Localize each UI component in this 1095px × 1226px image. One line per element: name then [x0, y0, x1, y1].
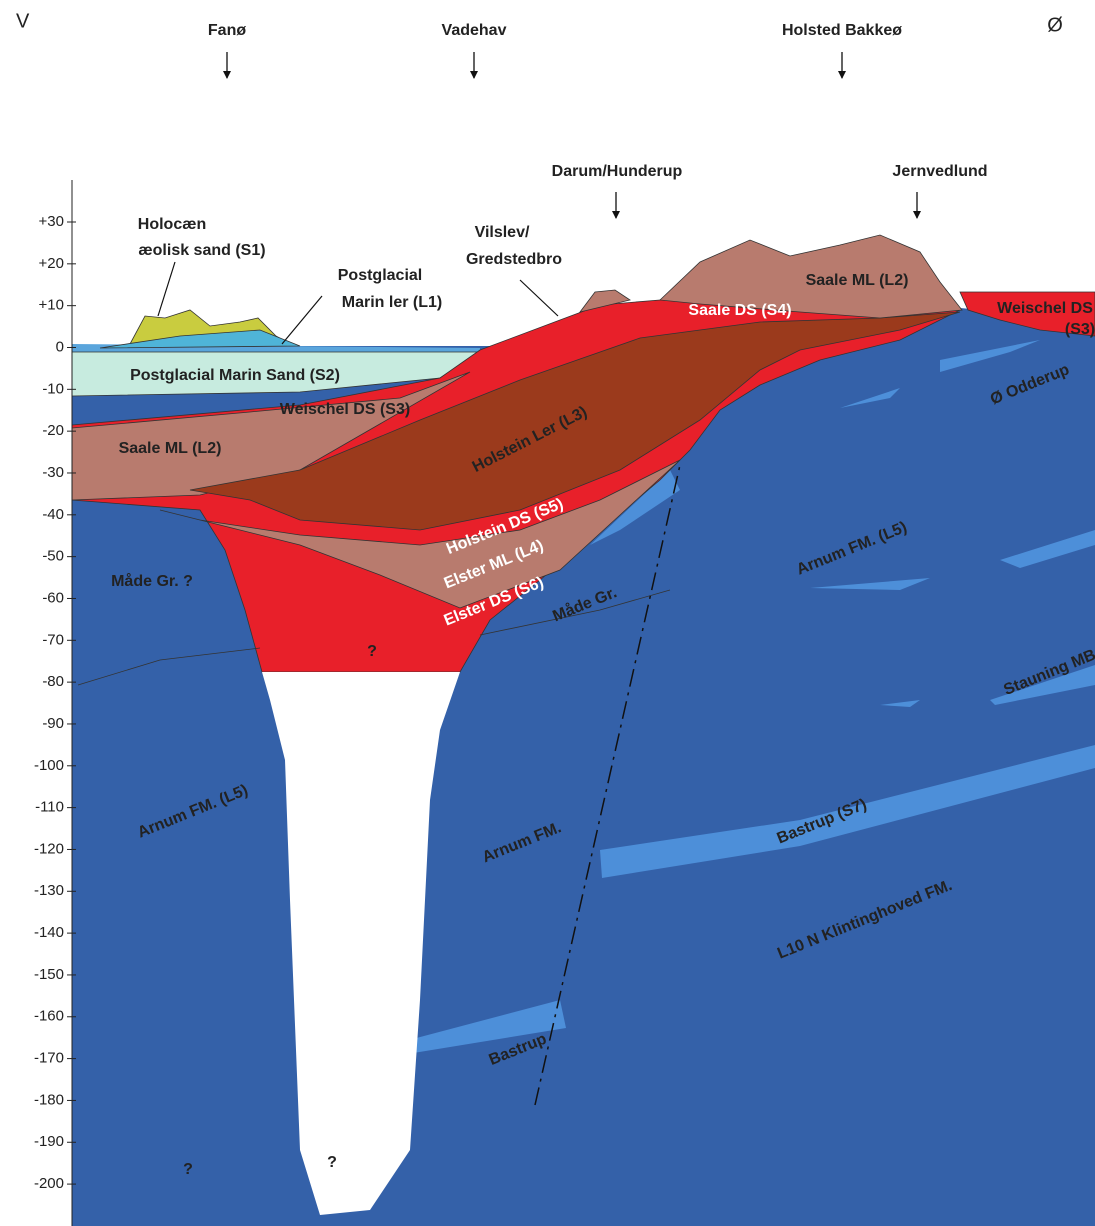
unit-label: Saale ML (L2): [806, 272, 909, 289]
pointer: [519, 279, 559, 317]
unit-label: Vilslev/: [475, 224, 530, 241]
tick-label: -100: [34, 757, 64, 774]
location-label: Vadehav: [442, 22, 507, 39]
saale-ml-knoll: [579, 289, 631, 313]
tick-label: -170: [34, 1050, 64, 1067]
location-label: Darum/Hunderup: [552, 163, 683, 180]
tick-label: -80: [42, 673, 64, 690]
unit-label: Saale ML (L2): [119, 440, 222, 457]
streak: [840, 388, 900, 408]
elster-ml: [159, 459, 681, 609]
arrow-head: [913, 211, 921, 219]
location-label: Fanø: [208, 22, 246, 39]
arrow-head: [612, 211, 620, 219]
tick-label: -180: [34, 1091, 64, 1108]
unit-label: Måde Gr. ?: [111, 572, 193, 590]
pointers: [157, 261, 559, 345]
weischel-east: [959, 291, 1095, 337]
tick-label: -70: [42, 631, 64, 648]
bastrup-s7: [600, 745, 1095, 878]
boundary: [479, 589, 671, 636]
arrow-head: [838, 71, 846, 79]
unit-label: Holocæn: [138, 216, 206, 233]
streak: [1000, 530, 1095, 568]
tick-label: +30: [39, 213, 64, 230]
streak: [590, 470, 680, 545]
unit-label: Postglacial: [338, 267, 422, 284]
tick-label: +20: [39, 255, 64, 272]
east-label: Ø: [1047, 14, 1063, 36]
unit-label: æolisk sand (S1): [138, 242, 265, 259]
tick-label: -120: [34, 840, 64, 857]
unit-label: Gredstedbro: [466, 251, 562, 268]
streak: [990, 665, 1095, 705]
strata: [71, 234, 1095, 1226]
tick-label: -30: [42, 464, 64, 481]
tick-label: -20: [42, 422, 64, 439]
unit-label: Saale DS (S4): [688, 302, 791, 319]
tick-label: -50: [42, 548, 64, 565]
tick-label: -200: [34, 1175, 64, 1192]
arrow-head: [470, 71, 478, 79]
unit-label: Postglacial Marin Sand (S2): [130, 367, 340, 384]
tick-label: -110: [35, 799, 64, 816]
tick-label: -90: [42, 715, 64, 732]
saale-ml-east: [659, 234, 963, 319]
streak: [810, 578, 930, 590]
pointer: [281, 295, 323, 345]
streak: [880, 700, 920, 707]
west-label: V: [16, 10, 30, 32]
holstein-ler: [189, 311, 961, 531]
boundary: [77, 647, 261, 686]
postglacial-clay: [99, 329, 301, 349]
location-label: Holsted Bakkeø: [782, 22, 902, 39]
tick-label: -60: [42, 589, 64, 606]
bastrup: [390, 1000, 566, 1056]
unit-label: ?: [183, 1161, 193, 1178]
tick-label: -160: [34, 1008, 64, 1025]
tick-label: -40: [42, 506, 64, 523]
unit-label: Weischel DS: [997, 300, 1093, 317]
fault: [534, 464, 681, 1106]
buried-valley: [262, 672, 460, 1215]
tick-label: -130: [34, 882, 64, 899]
streak: [940, 340, 1040, 372]
tick-label: -10: [42, 380, 64, 397]
tick-label: 0: [56, 338, 64, 355]
unit-label: ?: [367, 643, 377, 660]
arrow-head: [223, 71, 231, 79]
pointer: [157, 261, 176, 317]
tick-label: -140: [34, 924, 64, 941]
location-label: Jernvedlund: [892, 163, 987, 180]
tick-label: +10: [39, 297, 64, 314]
unit-label: ?: [327, 1154, 337, 1171]
unit-label: Weischel DS (S3): [280, 401, 410, 418]
unit-label: (S3): [1065, 321, 1095, 338]
tick-label: -150: [34, 966, 64, 983]
tick-label: -190: [34, 1133, 64, 1150]
unit-label: Marin ler (L1): [342, 294, 442, 311]
saale-ml-west: [71, 371, 471, 501]
